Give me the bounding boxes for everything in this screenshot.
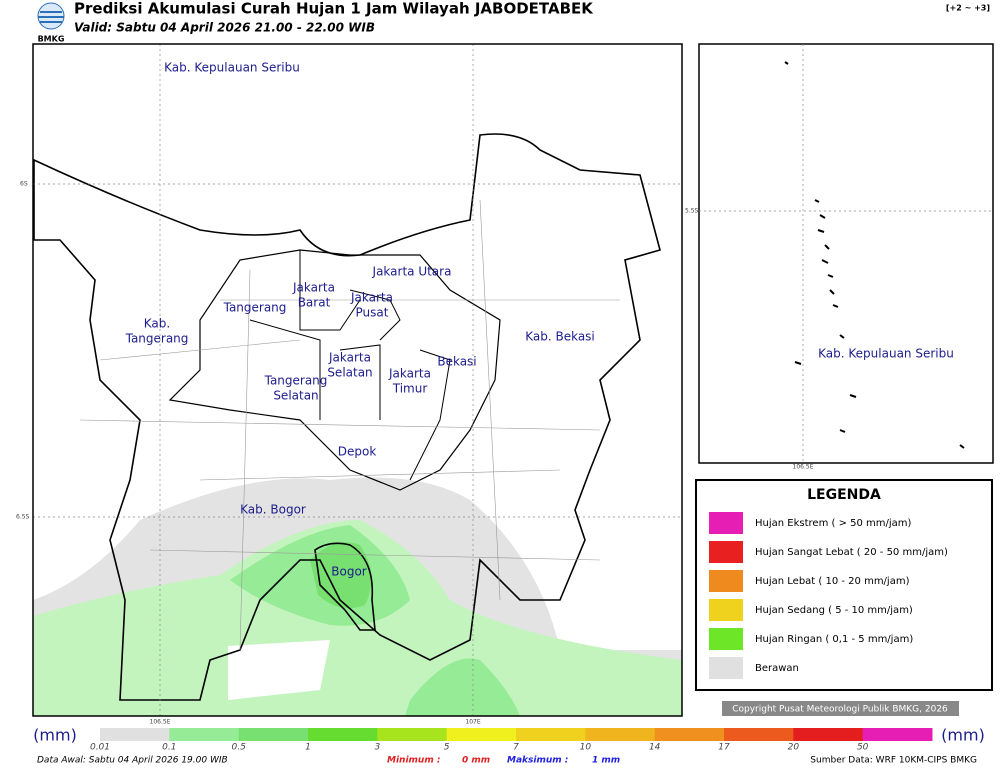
- legend-label: Hujan Sedang ( 5 - 10 mm/jam): [755, 605, 913, 616]
- colorbar-segment: [862, 728, 933, 741]
- colorbar-label: 17: [718, 743, 730, 753]
- region-label: Jakarta Utara: [372, 265, 452, 279]
- logo-text: BMKG: [38, 35, 65, 44]
- lon-tick: 106.5E: [793, 464, 814, 471]
- region-label: Selatan: [273, 389, 318, 403]
- colorbar-segment: [446, 728, 517, 741]
- colorbar-segment: [169, 728, 240, 741]
- colorbar-segment: [585, 728, 656, 741]
- min-label: Minimum :: [387, 756, 440, 766]
- colorbar-label: 3: [374, 743, 380, 753]
- copyright-box: [722, 701, 959, 716]
- region-label: Tangerang: [223, 301, 287, 315]
- legend-items: Hujan Ekstrem ( > 50 mm/jam) Hujan Sangat…: [709, 512, 948, 679]
- lat-tick: 6.5S: [16, 514, 30, 521]
- colorbar-label: 1: [305, 743, 311, 753]
- max-value: 1 mm: [592, 756, 620, 766]
- region-label: Bogor: [331, 565, 367, 579]
- colorbar-label: 7: [513, 743, 519, 753]
- colorbar-label: 14: [649, 743, 661, 753]
- legend-title: LEGENDA: [807, 487, 881, 503]
- data-awal: Data Awal: Sabtu 04 April 2026 19.00 WIB: [37, 756, 228, 766]
- colorbar: 0.01 0.1 0.5 1 3 5 7 10 14 17 20 50: [90, 728, 933, 753]
- legend-swatch: [709, 599, 743, 621]
- logo: BMKG: [37, 2, 65, 44]
- colorbar-segment: [793, 728, 864, 741]
- colorbar-label: 0.1: [162, 743, 176, 753]
- region-label: Timur: [392, 382, 428, 396]
- title: Prediksi Akumulasi Curah Hujan 1 Jam Wil…: [74, 0, 594, 18]
- colorbar-segment: [516, 728, 586, 741]
- region-label: Jakarta: [350, 291, 393, 305]
- lat-tick: 5.5S: [685, 208, 699, 215]
- colorbar-label: 0.01: [90, 743, 110, 753]
- region-label: Tangerang: [264, 374, 328, 388]
- region-label: Kab. Kepulauan Seribu: [164, 61, 300, 75]
- lon-tick: 106.5E: [150, 719, 171, 726]
- colorbar-label: 50: [857, 743, 869, 753]
- colorbar-segment: [308, 728, 378, 741]
- legend-swatch: [709, 628, 743, 650]
- region-label: Selatan: [327, 366, 372, 380]
- region-label: Jakarta: [292, 281, 335, 295]
- valid-time: Valid: Sabtu 04 April 2026 21.00 - 22.00…: [74, 21, 375, 35]
- region-label: Kab. Bekasi: [525, 330, 595, 344]
- legend-swatch: [709, 657, 743, 679]
- colorbar-segment: [238, 728, 309, 741]
- source: Sumber Data: WRF 10KM-CIPS BMKG: [810, 756, 977, 766]
- colorbar-segment: [100, 728, 170, 741]
- legend-label: Hujan Sangat Lebat ( 20 - 50 mm/jam): [755, 547, 948, 558]
- colorbar-label: 10: [580, 743, 592, 753]
- inset-map: [698, 43, 994, 464]
- region-label: Barat: [298, 296, 331, 310]
- unit-right: (mm): [941, 726, 985, 745]
- legend-box: [695, 479, 993, 691]
- legend-label: Hujan Ekstrem ( > 50 mm/jam): [755, 518, 912, 529]
- legend-label: Hujan Lebat ( 10 - 20 mm/jam): [755, 576, 910, 587]
- region-label: Tangerang: [125, 332, 189, 346]
- legend-swatch: [709, 570, 743, 592]
- unit-left: (mm): [33, 726, 77, 745]
- badge: [+2 ~ +3]: [946, 4, 990, 13]
- colorbar-label: 5: [444, 743, 450, 753]
- legend-label: Berawan: [755, 663, 799, 674]
- main-map: [32, 43, 683, 717]
- region-label: Kab.: [144, 317, 170, 331]
- min-value: 0 mm: [462, 756, 490, 766]
- map-labels: Kab. Kepulauan Seribu Jakarta Utara Jakart…: [125, 61, 595, 579]
- region-label: Jakarta: [388, 367, 431, 381]
- max-label: Maksimum :: [507, 756, 568, 766]
- colorbar-label: 20: [788, 743, 800, 753]
- legend-swatch: [709, 541, 743, 563]
- region-label: Depok: [338, 445, 377, 459]
- region-label: Pusat: [356, 306, 389, 320]
- region-label: Bekasi: [437, 355, 476, 369]
- region-label: Kab. Bogor: [240, 503, 306, 517]
- region-label: Jakarta: [328, 351, 371, 365]
- legend-swatch: [709, 512, 743, 534]
- colorbar-segment: [377, 728, 448, 741]
- lat-tick: 6S: [20, 181, 28, 188]
- colorbar-label: 0.5: [232, 743, 247, 753]
- lon-tick: 107E: [465, 719, 480, 726]
- legend-label: Hujan Ringan ( 0,1 - 5 mm/jam): [755, 634, 913, 645]
- copyright: Copyright Pusat Meteorologi Publik BMKG,…: [732, 705, 948, 715]
- colorbar-segment: [654, 728, 725, 741]
- colorbar-segment: [724, 728, 794, 741]
- inset-label: Kab. Kepulauan Seribu: [818, 347, 954, 361]
